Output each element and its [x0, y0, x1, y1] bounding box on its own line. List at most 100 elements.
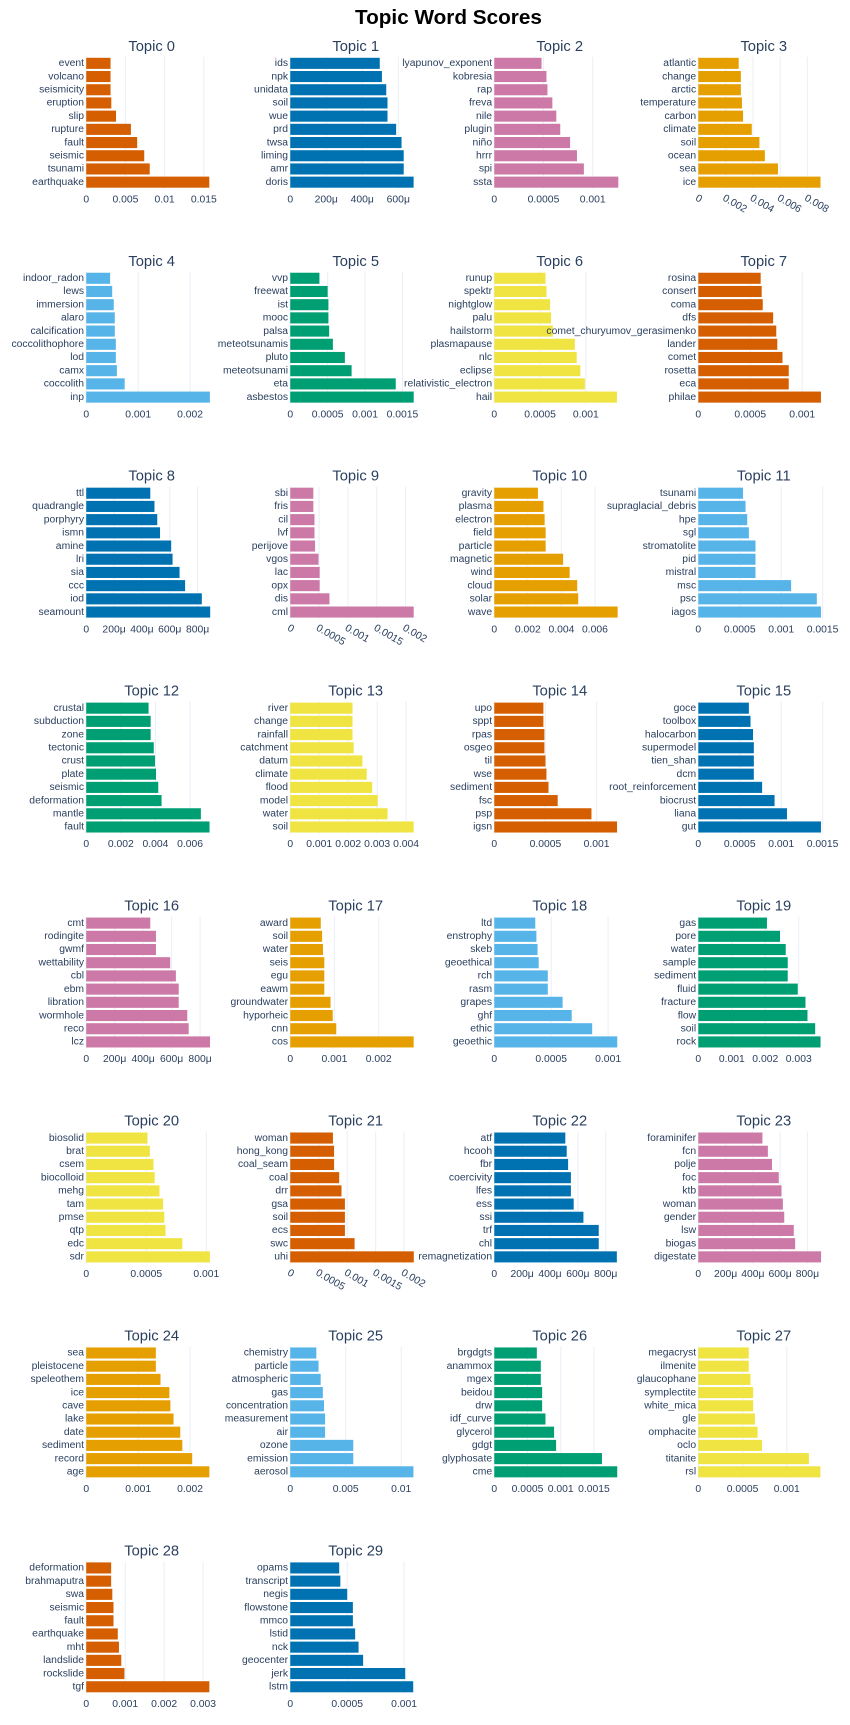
bar — [290, 1562, 340, 1574]
bar — [698, 996, 806, 1008]
bar — [494, 1172, 571, 1184]
bar — [494, 1132, 566, 1144]
y-tick-label: egu — [271, 971, 289, 982]
bar — [86, 1360, 156, 1372]
y-tick-label: jerk — [270, 1668, 289, 1679]
x-tick-label: 0.001 — [343, 623, 371, 646]
y-tick-label: mooc — [263, 313, 288, 324]
subplot: Topic 12 0 0.002 0.004 0.006 crustal subductio… — [29, 684, 210, 850]
bar — [494, 1413, 546, 1425]
y-tick-label: concentration — [226, 1401, 288, 1412]
bar — [290, 917, 321, 929]
bar — [494, 996, 563, 1008]
bar — [290, 1426, 326, 1438]
y-tick-label: climate — [663, 124, 696, 135]
x-tick-label: 0.002 — [151, 1699, 177, 1710]
bar — [494, 325, 553, 337]
bar — [86, 1654, 122, 1666]
bar — [290, 606, 414, 618]
y-tick-label: hong_kong — [237, 1146, 289, 1157]
bar — [86, 983, 179, 995]
bar — [494, 1453, 602, 1465]
bar — [698, 593, 817, 605]
bar — [290, 1347, 317, 1359]
x-tick-label: 0.0005 — [314, 1268, 347, 1293]
bar — [698, 1238, 796, 1250]
y-tick-label: uhi — [274, 1252, 288, 1263]
bar — [86, 1211, 165, 1223]
y-tick-label: cml — [272, 607, 288, 618]
y-tick-label: lstid — [270, 1629, 289, 1640]
bar — [290, 580, 320, 592]
bar — [86, 500, 155, 512]
bar — [86, 957, 171, 969]
y-tick-label: msc — [677, 580, 696, 591]
bar — [290, 983, 325, 995]
y-tick-label: sediment — [42, 1440, 84, 1451]
bar — [494, 1224, 599, 1237]
bar — [290, 57, 380, 69]
bar — [494, 606, 618, 618]
y-tick-label: digestate — [654, 1252, 696, 1263]
bar — [698, 272, 761, 284]
bar — [290, 930, 323, 942]
x-tick-label: 0.006 — [177, 839, 203, 850]
bar — [86, 338, 116, 350]
bar — [494, 57, 542, 69]
y-tick-label: measurement — [225, 1414, 288, 1425]
x-tick-label: 200μ — [315, 194, 338, 205]
x-tick-label: 0.0005 — [727, 1484, 759, 1495]
bar — [290, 996, 331, 1008]
bar — [698, 1439, 763, 1451]
y-tick-label: field — [473, 528, 492, 539]
x-tick-label: 800μ — [188, 1054, 211, 1065]
y-tick-label: gas — [271, 1387, 288, 1398]
bar — [494, 1198, 574, 1210]
bar — [290, 176, 414, 188]
bar — [290, 110, 388, 122]
bar — [290, 566, 320, 578]
bar — [698, 1466, 821, 1478]
y-tick-label: white_mica — [643, 1401, 696, 1412]
subplot: Topic 8 0 200μ 400μ 600μ 800μ ttl quadrangle por… — [32, 469, 211, 635]
bar — [290, 97, 388, 109]
bar — [698, 365, 789, 377]
bar — [698, 930, 781, 942]
y-tick-label: gle — [682, 1414, 696, 1425]
x-tick-label: 0.002 — [335, 839, 361, 850]
y-tick-label: root_reinforcement — [609, 782, 696, 793]
y-tick-label: lstm — [269, 1681, 288, 1692]
bar — [86, 1238, 183, 1250]
bar — [494, 566, 570, 578]
y-tick-label: porphyry — [44, 514, 85, 525]
bar — [290, 338, 333, 350]
x-tick-label: 0 — [83, 194, 89, 205]
y-tick-label: megacryst — [648, 1348, 696, 1359]
bar — [86, 1628, 118, 1640]
y-tick-label: ssi — [479, 1212, 492, 1223]
y-tick-label: tien_shan — [651, 756, 696, 767]
y-tick-label: ice — [71, 1387, 84, 1398]
bar — [290, 702, 353, 714]
bar — [86, 729, 151, 741]
bar — [698, 1211, 785, 1223]
y-tick-label: lander — [667, 339, 696, 350]
y-tick-label: palu — [473, 313, 493, 324]
y-tick-label: ocean — [668, 150, 696, 161]
bar — [290, 285, 328, 298]
y-tick-label: ice — [683, 177, 696, 188]
bar — [86, 1602, 114, 1614]
x-tick-label: 0.001 — [112, 1699, 138, 1710]
bar — [290, 1466, 414, 1478]
bar — [290, 84, 387, 96]
y-tick-label: deformation — [29, 1563, 84, 1574]
bar — [698, 312, 774, 324]
x-tick-label: 0.01 — [391, 1484, 411, 1495]
y-tick-label: rodingite — [44, 931, 84, 942]
x-tick-label: 0 — [285, 623, 296, 636]
bar — [86, 1224, 166, 1237]
y-tick-label: indoor_radon — [23, 273, 84, 284]
bar — [494, 137, 571, 149]
bar — [86, 299, 114, 311]
y-tick-label: titanite — [666, 1453, 697, 1464]
